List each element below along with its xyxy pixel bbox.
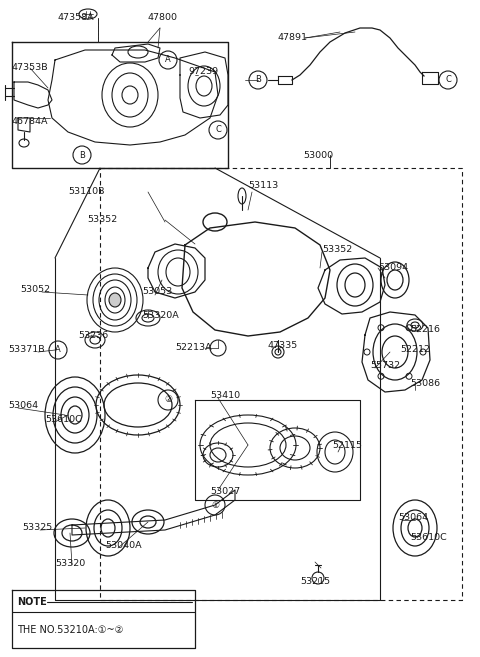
Text: 53410: 53410	[210, 392, 240, 401]
Text: C: C	[445, 76, 451, 85]
Text: 53320: 53320	[55, 560, 85, 568]
Text: 52213A: 52213A	[175, 344, 212, 353]
Text: 53113: 53113	[248, 181, 278, 189]
Text: 52212: 52212	[400, 346, 430, 355]
Text: 53610C: 53610C	[410, 533, 447, 543]
Text: 53110B: 53110B	[69, 187, 105, 196]
Text: B: B	[255, 76, 261, 85]
Text: 53371B: 53371B	[8, 346, 45, 355]
Text: 47353B: 47353B	[12, 64, 48, 72]
Ellipse shape	[109, 293, 121, 307]
Text: 53027: 53027	[210, 487, 240, 497]
Text: 53325: 53325	[22, 524, 52, 533]
Text: 53094: 53094	[378, 263, 408, 273]
Text: 97239: 97239	[188, 68, 218, 76]
Text: C: C	[215, 125, 221, 135]
Text: 55732: 55732	[370, 361, 400, 371]
Text: 53064: 53064	[8, 401, 38, 411]
Text: 53000: 53000	[303, 150, 333, 160]
Text: A: A	[55, 346, 61, 355]
Text: A: A	[165, 55, 171, 64]
Text: 47800: 47800	[148, 14, 178, 22]
Text: 53040A: 53040A	[105, 541, 142, 551]
Text: 53052: 53052	[20, 286, 50, 294]
Text: B: B	[79, 150, 85, 160]
Text: 53215: 53215	[300, 578, 330, 587]
Text: ①: ①	[211, 501, 219, 509]
Text: 53610C: 53610C	[45, 415, 82, 424]
Text: ②: ②	[164, 396, 172, 405]
Text: 46784A: 46784A	[12, 118, 48, 127]
Text: 53320A: 53320A	[142, 311, 179, 321]
Text: 47891: 47891	[277, 34, 307, 43]
Text: 53352: 53352	[322, 246, 352, 254]
Text: 53053: 53053	[142, 288, 172, 296]
Text: THE NO.53210A:①~②: THE NO.53210A:①~②	[17, 625, 123, 635]
Text: NOTE: NOTE	[17, 597, 47, 607]
Text: 47335: 47335	[268, 342, 298, 350]
Text: 53236: 53236	[78, 332, 108, 340]
Text: 53086: 53086	[410, 380, 440, 388]
Text: 47358A: 47358A	[57, 14, 94, 22]
Text: 53352: 53352	[88, 215, 118, 225]
Text: 52216: 52216	[410, 325, 440, 334]
Text: 52115: 52115	[332, 442, 362, 451]
Text: 53064: 53064	[398, 514, 428, 522]
